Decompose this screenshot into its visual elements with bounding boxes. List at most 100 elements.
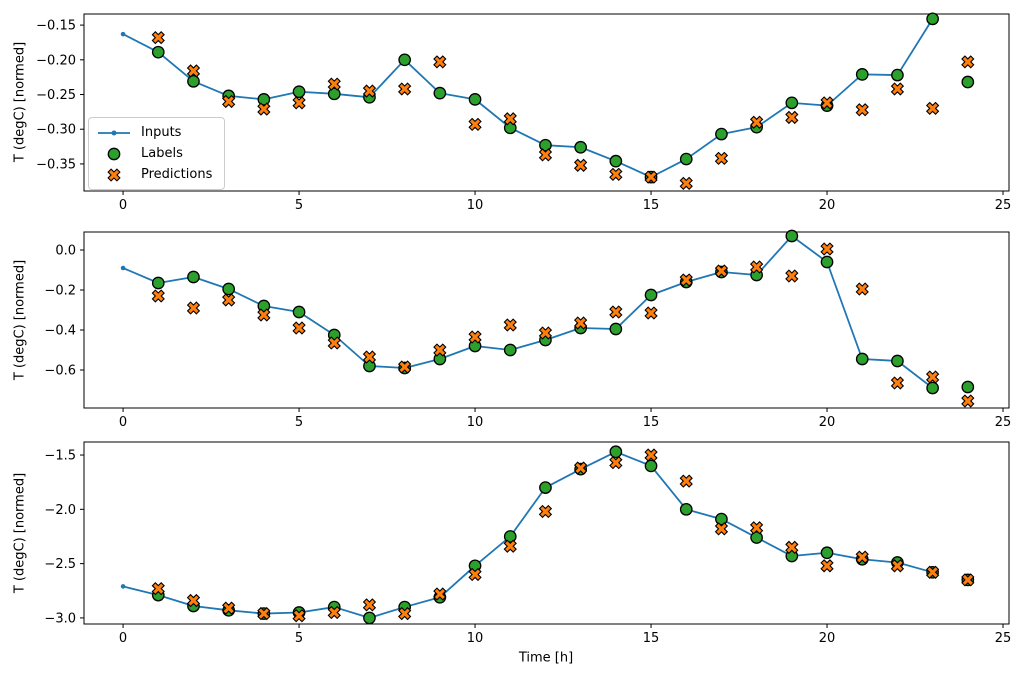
prediction-marker xyxy=(151,581,165,596)
predictions-x-icon xyxy=(107,167,121,182)
prediction-marker xyxy=(714,151,729,166)
legend-label-inputs: Inputs xyxy=(141,125,182,140)
legend-label-labels: Labels xyxy=(141,146,183,161)
prediction-marker xyxy=(292,321,306,335)
subplot-2: 0.0 −0.2 −0.4 −0.6 0 5 10 15 20 25 xyxy=(44,229,1011,430)
prediction-marker xyxy=(644,306,658,320)
label-marker xyxy=(398,53,412,67)
label-marker xyxy=(785,96,799,110)
prediction-marker xyxy=(855,103,869,117)
label-marker xyxy=(187,270,200,284)
prediction-marker xyxy=(925,370,940,384)
label-marker xyxy=(292,305,306,319)
prediction-marker xyxy=(257,606,271,621)
y-tick-label: −2.0 xyxy=(44,503,76,518)
prediction-marker xyxy=(644,170,658,184)
label-marker xyxy=(503,530,517,543)
legend-item-inputs: Inputs xyxy=(96,122,212,143)
prediction-marker xyxy=(925,101,940,116)
axes-frame xyxy=(83,231,1010,409)
prediction-marker xyxy=(327,77,341,91)
prediction-marker xyxy=(433,55,447,69)
prediction-marker xyxy=(503,112,517,126)
y-tick-label: −0.4 xyxy=(44,324,76,339)
labels-circle-icon xyxy=(107,147,121,160)
label-marker xyxy=(715,512,728,526)
label-marker xyxy=(363,611,376,625)
prediction-marker xyxy=(151,30,165,45)
prediction-marker xyxy=(785,110,799,125)
prediction-marker xyxy=(573,158,588,172)
y-axis-label-subplot-1: T (degC) [normed] xyxy=(12,41,28,163)
prediction-marker xyxy=(538,504,553,519)
prediction-marker xyxy=(503,318,517,332)
y-tick-label: −0.20 xyxy=(36,53,76,68)
prediction-marker xyxy=(749,115,764,129)
prediction-marker xyxy=(186,64,201,78)
y-axis-label-subplot-2: T (degC) [normed] xyxy=(12,259,28,381)
label-marker xyxy=(539,481,552,494)
prediction-marker xyxy=(362,84,377,98)
prediction-marker xyxy=(362,350,377,364)
prediction-marker xyxy=(820,96,834,110)
prediction-marker xyxy=(855,550,869,564)
label-marker xyxy=(433,86,447,100)
x-tick-label: 15 xyxy=(643,631,660,646)
label-marker xyxy=(961,75,975,89)
prediction-marker xyxy=(257,102,271,116)
prediction-marker xyxy=(503,539,517,553)
label-marker xyxy=(820,546,834,560)
prediction-marker xyxy=(609,455,623,470)
prediction-marker xyxy=(292,96,306,110)
prediction-marker xyxy=(151,289,165,303)
label-marker xyxy=(926,381,939,395)
prediction-marker xyxy=(222,601,236,615)
x-axis-label: Time [h] xyxy=(518,650,574,666)
label-marker xyxy=(750,531,763,544)
label-marker xyxy=(609,154,623,168)
prediction-marker xyxy=(961,55,975,69)
prediction-marker xyxy=(644,448,658,462)
label-marker xyxy=(609,322,623,336)
inputs-start-dot xyxy=(120,31,126,37)
label-marker xyxy=(257,93,271,106)
prediction-marker xyxy=(890,376,905,390)
inputs-line xyxy=(122,450,934,619)
prediction-marker xyxy=(820,242,834,256)
prediction-marker xyxy=(468,117,482,132)
x-tick-label: 20 xyxy=(819,631,836,646)
legend-label-predictions: Predictions xyxy=(141,167,213,182)
label-marker xyxy=(151,276,165,290)
label-marker xyxy=(785,229,799,243)
y-tick-label: −3.0 xyxy=(44,611,76,626)
prediction-marker xyxy=(186,593,201,608)
label-marker xyxy=(222,282,236,296)
prediction-marker xyxy=(222,293,236,307)
label-marker xyxy=(961,380,975,394)
label-marker xyxy=(468,93,482,106)
x-tick-label: 20 xyxy=(819,198,836,213)
prediction-marker xyxy=(362,598,377,612)
prediction-marker xyxy=(538,148,553,162)
inputs-line xyxy=(122,17,934,179)
prediction-marker xyxy=(890,559,905,573)
prediction-marker xyxy=(327,605,341,620)
label-marker xyxy=(891,354,904,368)
x-tick-label: 5 xyxy=(295,415,303,430)
x-tick-label: 25 xyxy=(995,631,1012,646)
y-tick-label: −1.5 xyxy=(44,449,76,464)
label-marker xyxy=(644,459,658,473)
x-tick-label: 25 xyxy=(995,198,1012,213)
label-marker xyxy=(574,140,587,154)
axes-frame xyxy=(83,13,1010,192)
x-tick-label: 5 xyxy=(295,631,303,646)
label-marker xyxy=(503,343,517,357)
prediction-marker xyxy=(961,394,975,408)
inputs-start-dot xyxy=(120,584,126,589)
label-marker xyxy=(855,68,869,81)
label-marker xyxy=(539,138,552,152)
label-marker xyxy=(151,45,165,59)
label-marker xyxy=(292,85,306,99)
prediction-marker xyxy=(925,565,940,579)
x-tick-label: 10 xyxy=(467,415,484,430)
